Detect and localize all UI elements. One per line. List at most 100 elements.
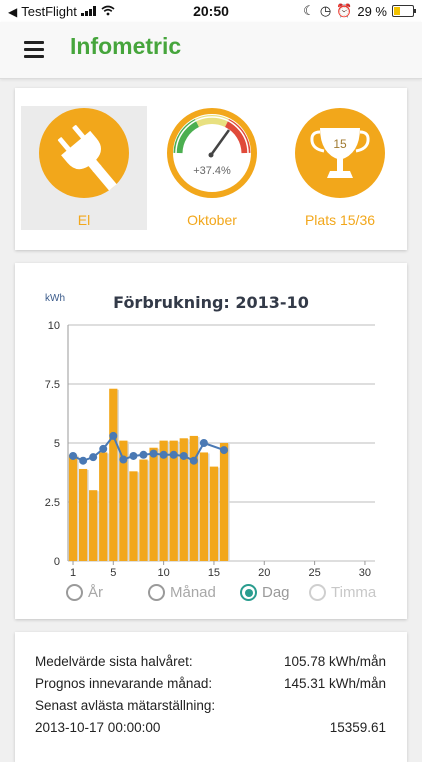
radio-month-ring xyxy=(148,584,165,601)
bar xyxy=(109,388,118,561)
y-axis-unit: kWh xyxy=(45,293,65,304)
app-title: Infometric xyxy=(70,33,182,59)
tile-month-label: Oktober xyxy=(187,212,237,228)
radio-hour-ring xyxy=(309,584,326,601)
stat-row-forecast: Prognos innevarande månad: 145.31 kWh/må… xyxy=(35,676,386,691)
bar xyxy=(99,452,108,561)
y-tick-label: 0 xyxy=(54,556,60,568)
stat-row-last-reading-label: Senast avlästa mätarställning: xyxy=(35,698,386,713)
stat-row-last-reading: 2013-10-17 00:00:00 15359.61 xyxy=(35,720,386,735)
y-tick-label: 5 xyxy=(54,438,60,450)
line-point xyxy=(199,439,208,447)
bar xyxy=(219,443,229,561)
line-point xyxy=(119,455,128,464)
bar xyxy=(189,435,198,561)
y-tick-label: 7.5 xyxy=(45,379,60,391)
radio-month[interactable]: Månad xyxy=(148,584,216,601)
stat-value: 105.78 kWh/mån xyxy=(283,654,386,669)
bar xyxy=(149,447,158,561)
line-point xyxy=(189,456,198,465)
status-left: ◀ TestFlight xyxy=(8,4,115,19)
chart-card: kWh Förbrukning: 2013-10 0 2.5 5 7.5 10 1 5 10 1… xyxy=(15,263,407,619)
radio-day-label: Dag xyxy=(262,584,290,601)
x-tick-label: 5 xyxy=(110,567,116,579)
radio-year-ring xyxy=(66,584,83,601)
radio-day-ring xyxy=(240,584,257,601)
period-selector: År Månad Dag Timma xyxy=(15,584,407,608)
chart-title: Förbrukning: 2013-10 xyxy=(113,293,309,312)
bar xyxy=(159,440,168,561)
tile-ranking[interactable]: 15 Plats 15/36 xyxy=(277,106,403,230)
stat-value: 145.31 kWh/mån xyxy=(283,676,386,691)
line-point xyxy=(220,446,229,455)
bar xyxy=(89,490,98,561)
x-tick-label: 10 xyxy=(157,567,169,579)
trophy-icon: 15 xyxy=(295,108,385,198)
x-tick-label: 1 xyxy=(70,567,76,579)
battery-percent: 29 % xyxy=(357,3,387,19)
bar xyxy=(179,438,188,561)
line-point xyxy=(169,450,178,459)
bar xyxy=(209,466,219,561)
tile-electricity[interactable]: El xyxy=(21,106,147,230)
clock: 20:50 xyxy=(193,3,229,19)
y-tick-label: 10 xyxy=(48,320,60,332)
tile-ranking-label: Plats 15/36 xyxy=(304,212,376,228)
tile-electricity-label: El xyxy=(77,212,91,228)
line-point xyxy=(179,451,188,460)
stat-row-average: Medelvärde sista halvåret: 105.78 kWh/må… xyxy=(35,654,386,669)
x-tick-label: 25 xyxy=(308,567,320,579)
bar xyxy=(129,471,138,561)
line-point xyxy=(159,450,168,459)
x-tick-label: 30 xyxy=(359,567,371,579)
line-point xyxy=(149,449,158,458)
trophy-number: 15 xyxy=(333,137,347,151)
bar xyxy=(169,440,178,561)
stat-label: Prognos innevarande månad: xyxy=(35,676,213,691)
summary-card: El +37.4% Oktober 15 Plats 15/36 xyxy=(15,88,407,250)
signal-icon xyxy=(80,4,97,19)
line-point xyxy=(69,451,78,460)
stat-value: 15359.61 xyxy=(329,720,386,735)
radio-hour-label: Timma xyxy=(331,584,377,601)
bar xyxy=(199,452,209,561)
plug-icon xyxy=(39,108,129,198)
battery-icon xyxy=(392,5,416,17)
back-arrow-icon[interactable]: ◀ xyxy=(8,4,18,19)
alarm-icon: ⏰ xyxy=(336,3,353,18)
stat-label: 2013-10-17 00:00:00 xyxy=(35,720,161,735)
radio-hour[interactable]: Timma xyxy=(309,584,376,601)
y-tick-label: 2.5 xyxy=(45,497,60,509)
x-tick-label: 15 xyxy=(208,567,220,579)
stats-card: Medelvärde sista halvåret: 105.78 kWh/må… xyxy=(15,632,407,762)
wifi-icon xyxy=(101,4,115,19)
radio-year-label: År xyxy=(88,584,103,601)
bar xyxy=(78,468,88,561)
x-tick-label: 20 xyxy=(258,567,270,579)
moon-icon: ☾ xyxy=(303,3,315,18)
stat-label: Senast avlästa mätarställning: xyxy=(35,698,216,713)
status-right: ☾ ◷ ⏰ 29 % xyxy=(303,3,416,19)
bar xyxy=(139,459,148,561)
gauge-value: +37.4% xyxy=(193,165,231,177)
bar xyxy=(68,454,78,561)
bar xyxy=(119,440,128,561)
radio-year[interactable]: År xyxy=(66,584,103,601)
line-point xyxy=(109,431,118,440)
status-bar: ◀ TestFlight 20:50 ☾ ◷ ⏰ 29 % xyxy=(0,0,422,22)
line-point xyxy=(99,444,108,453)
app-bar: Infometric xyxy=(0,22,422,79)
gauge-icon: +37.4% xyxy=(167,108,257,198)
line-point xyxy=(79,456,88,465)
menu-icon[interactable] xyxy=(24,41,44,58)
line-point xyxy=(129,451,138,460)
line-point xyxy=(89,453,98,462)
stat-label: Medelvärde sista halvåret: xyxy=(35,654,193,669)
lock-rotation-icon: ◷ xyxy=(319,3,332,18)
radio-month-label: Månad xyxy=(170,584,216,601)
carrier-label: TestFlight xyxy=(21,4,77,19)
radio-day[interactable]: Dag xyxy=(240,584,290,601)
line-point xyxy=(139,450,148,459)
tile-month-gauge[interactable]: +37.4% Oktober xyxy=(149,106,275,230)
